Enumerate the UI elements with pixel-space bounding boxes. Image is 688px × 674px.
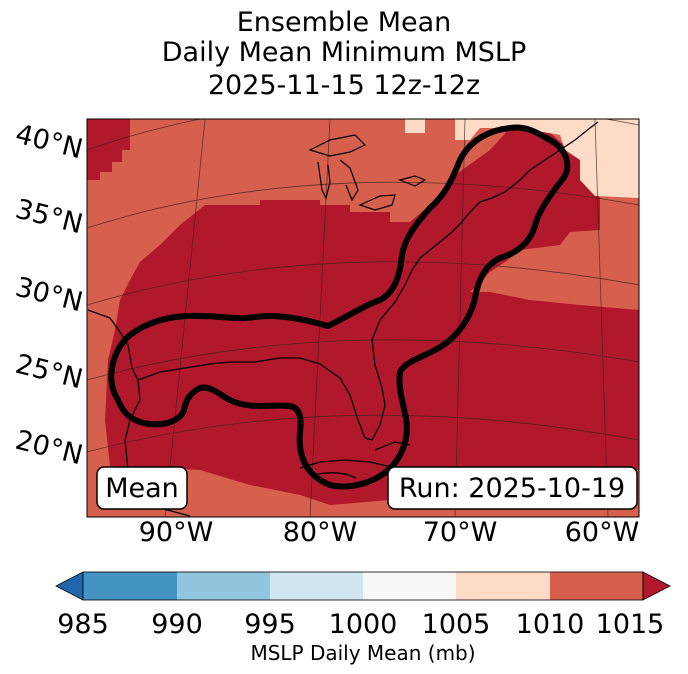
colorbar-tick-1000: 1000 bbox=[329, 609, 398, 640]
run-date-text: Run: 2025-10-19 bbox=[399, 473, 625, 504]
lon-label-90: 90°W bbox=[139, 517, 214, 548]
colorbar-bin-1005-1010 bbox=[456, 572, 550, 600]
title-line-2: Daily Mean Minimum MSLP bbox=[161, 37, 527, 68]
map-frame bbox=[86, 118, 640, 518]
mean-box: Mean bbox=[96, 466, 188, 510]
colorbar: 985 990 995 1000 1005 1010 1015 MSLP Dai… bbox=[55, 571, 671, 665]
mean-box-text: Mean bbox=[105, 473, 179, 504]
colorbar-tick-1015: 1015 bbox=[596, 609, 665, 640]
pressure-field-above-1015 bbox=[87, 119, 130, 180]
lat-label-30: 30°N bbox=[12, 272, 86, 319]
colorbar-tick-990: 990 bbox=[151, 609, 203, 640]
lat-label-25: 25°N bbox=[12, 349, 86, 396]
colorbar-bin-985-990 bbox=[83, 572, 177, 600]
colorbar-tick-1005: 1005 bbox=[422, 609, 491, 640]
run-date-box: Run: 2025-10-19 bbox=[387, 466, 638, 510]
great-lakes bbox=[308, 134, 427, 211]
graticule bbox=[87, 119, 639, 517]
pressure-field-1005-1010-patch bbox=[405, 119, 425, 133]
map-plot-area bbox=[87, 119, 639, 517]
pressure-field-above-1015-main bbox=[105, 128, 639, 505]
colorbar-bin-1010-1015 bbox=[550, 572, 643, 600]
lon-label-80: 80°W bbox=[283, 517, 358, 548]
title-line-3: 2025-11-15 12z-12z bbox=[207, 70, 481, 101]
colorbar-under-arrow bbox=[55, 571, 84, 601]
colorbar-axis-label: MSLP Daily Mean (mb) bbox=[250, 641, 475, 665]
lat-label-35: 35°N bbox=[12, 194, 86, 241]
colorbar-bin-1000-1005 bbox=[363, 572, 456, 600]
colorbar-tick-1010: 1010 bbox=[516, 609, 585, 640]
lat-label-20: 20°N bbox=[12, 425, 86, 472]
pressure-field-1005-1010 bbox=[455, 119, 639, 198]
colorbar-over-arrow bbox=[642, 571, 671, 601]
colorbar-bin-990-995 bbox=[177, 572, 270, 600]
mslp-contour bbox=[108, 124, 571, 490]
lat-label-40: 40°N bbox=[12, 119, 86, 166]
colorbar-tick-985: 985 bbox=[57, 609, 109, 640]
lon-label-60: 60°W bbox=[565, 517, 640, 548]
title-line-1: Ensemble Mean bbox=[236, 7, 452, 38]
lon-label-70: 70°W bbox=[423, 517, 498, 548]
colorbar-bin-995-1000 bbox=[270, 572, 363, 600]
colorbar-tick-995: 995 bbox=[244, 609, 296, 640]
